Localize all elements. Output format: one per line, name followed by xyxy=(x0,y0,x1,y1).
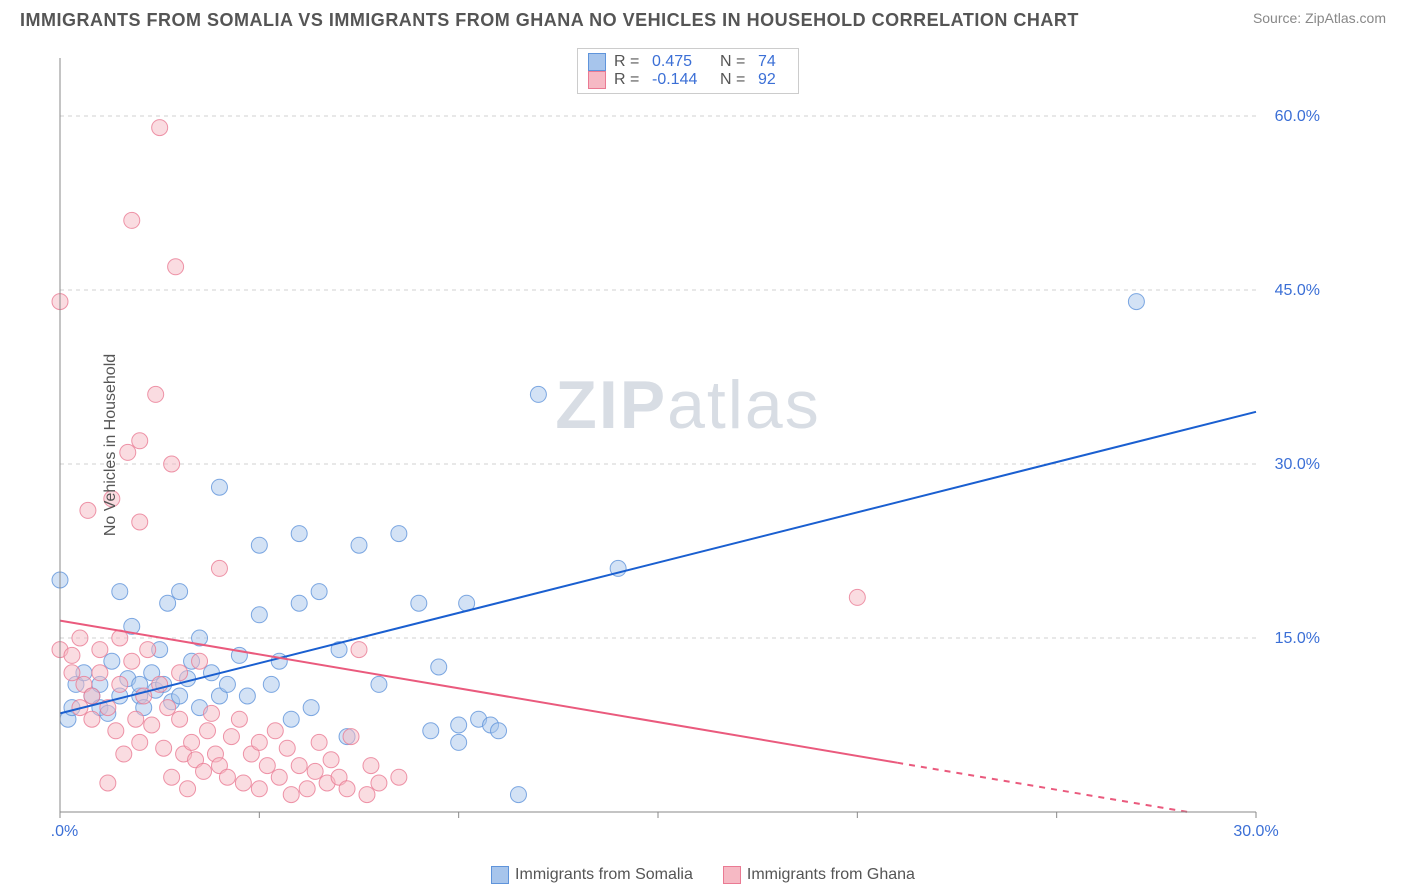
stat-row-somalia: R = 0.475 N = 74 xyxy=(588,53,788,71)
stat-row-ghana: R = -0.144 N = 92 xyxy=(588,71,788,89)
stat-R-label: R = xyxy=(614,53,644,71)
y-tick-label: 45.0% xyxy=(1275,282,1320,299)
trend-line-somalia xyxy=(60,412,1256,714)
swatch-icon xyxy=(588,53,606,71)
scatter-plot: 0.0% 30.0% 15.0% 30.0% 45.0% 60.0% xyxy=(50,48,1326,842)
legend-label: Immigrants from Ghana xyxy=(747,866,915,883)
stat-N-value: 92 xyxy=(758,71,788,89)
series-legend: Immigrants from Somalia Immigrants from G… xyxy=(0,866,1406,884)
y-axis-label: No Vehicles in Household xyxy=(102,354,120,536)
stats-legend-box: R = 0.475 N = 74 R = -0.144 N = 92 xyxy=(577,48,799,94)
chart-title: IMMIGRANTS FROM SOMALIA VS IMMIGRANTS FR… xyxy=(20,10,1079,31)
y-tick-label: 15.0% xyxy=(1275,630,1320,647)
swatch-icon xyxy=(723,866,741,884)
scatter-somalia xyxy=(52,294,1144,803)
y-tick-label: 30.0% xyxy=(1275,456,1320,473)
trend-line-ghana-dashed xyxy=(897,763,1187,812)
stat-N-value: 74 xyxy=(758,53,788,71)
legend-item: Immigrants from Somalia xyxy=(491,866,693,884)
x-tick-label: 30.0% xyxy=(1233,823,1278,840)
stat-R-label: R = xyxy=(614,71,644,89)
legend-label: Immigrants from Somalia xyxy=(515,866,693,883)
grid xyxy=(60,116,1256,638)
chart-source: Source: ZipAtlas.com xyxy=(1253,10,1386,26)
stat-N-label: N = xyxy=(720,71,750,89)
x-tick-label: 0.0% xyxy=(50,823,78,840)
stat-N-label: N = xyxy=(720,53,750,71)
legend-item: Immigrants from Ghana xyxy=(723,866,915,884)
swatch-icon xyxy=(588,71,606,89)
stat-R-value: 0.475 xyxy=(652,53,712,71)
swatch-icon xyxy=(491,866,509,884)
stat-R-value: -0.144 xyxy=(652,71,712,89)
y-tick-label: 60.0% xyxy=(1275,108,1320,125)
